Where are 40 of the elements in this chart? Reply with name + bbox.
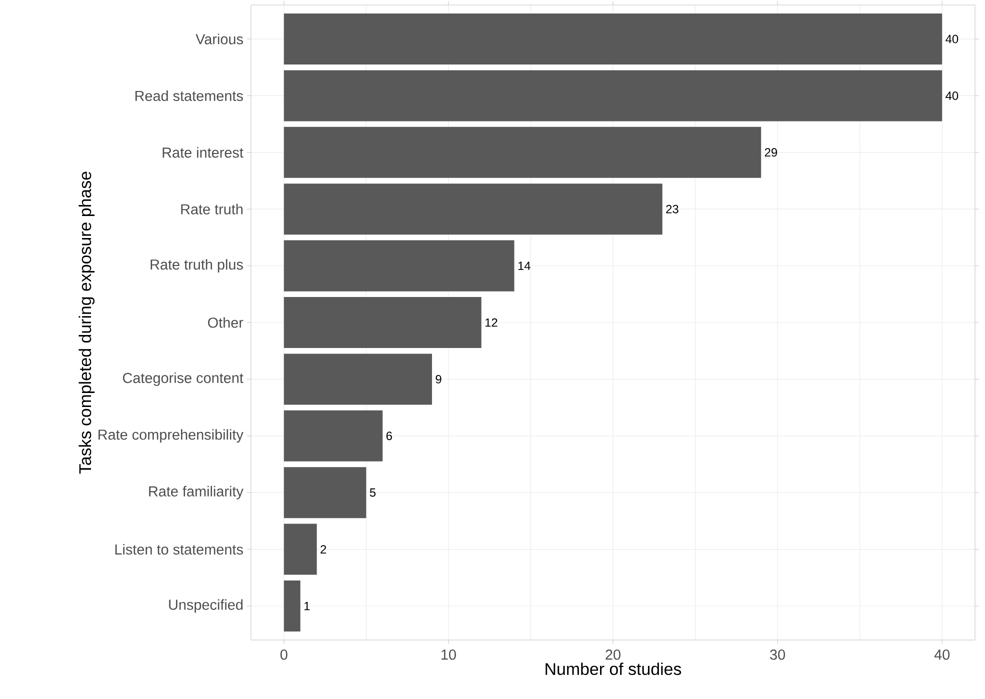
data-label: 14 bbox=[518, 262, 530, 270]
y-tick-label: Other bbox=[208, 317, 244, 328]
bar bbox=[284, 524, 317, 575]
y-tick-label: Listen to statements bbox=[115, 544, 243, 555]
bar bbox=[284, 354, 432, 405]
data-label: 2 bbox=[320, 545, 326, 554]
data-label: 40 bbox=[946, 34, 958, 44]
y-tick-label: Rate comprehensibility bbox=[98, 429, 244, 443]
data-label: 6 bbox=[386, 432, 392, 440]
bar bbox=[284, 70, 942, 122]
y-tick-label: Unspecified bbox=[169, 599, 243, 613]
x-tick-label: 10 bbox=[442, 650, 456, 660]
data-label: 9 bbox=[436, 374, 442, 384]
y-tick-label: Read statements bbox=[135, 90, 243, 102]
x-tick-label: 30 bbox=[770, 650, 786, 660]
bar bbox=[284, 126, 762, 178]
bar bbox=[284, 14, 942, 65]
bar bbox=[284, 240, 514, 292]
data-label: 23 bbox=[666, 204, 678, 214]
x-tick-label: 20 bbox=[606, 650, 620, 660]
x-axis-title: Number of studies bbox=[546, 662, 682, 676]
x-tick-label: 0 bbox=[280, 650, 288, 660]
data-label: 40 bbox=[946, 91, 958, 100]
bar bbox=[284, 467, 366, 518]
bar bbox=[284, 296, 482, 348]
y-tick-label: Categorise content bbox=[122, 372, 244, 386]
data-label: 12 bbox=[485, 318, 498, 327]
bar bbox=[284, 410, 383, 462]
x-tick-label: 40 bbox=[934, 650, 950, 660]
bar bbox=[284, 184, 662, 235]
y-tick-label: Various bbox=[196, 34, 243, 44]
data-label: 29 bbox=[764, 148, 778, 157]
y-tick-label: Rate interest bbox=[162, 147, 244, 158]
data-label: 5 bbox=[370, 488, 376, 497]
y-tick-label: Rate truth bbox=[181, 204, 243, 214]
y-tick-label: Rate truth plus bbox=[150, 259, 243, 273]
y-axis-title: Tasks completed during exposure phase bbox=[78, 172, 95, 474]
y-tick-label: Rate familiarity bbox=[149, 486, 244, 500]
bar bbox=[284, 580, 300, 632]
data-label: 1 bbox=[304, 602, 310, 610]
